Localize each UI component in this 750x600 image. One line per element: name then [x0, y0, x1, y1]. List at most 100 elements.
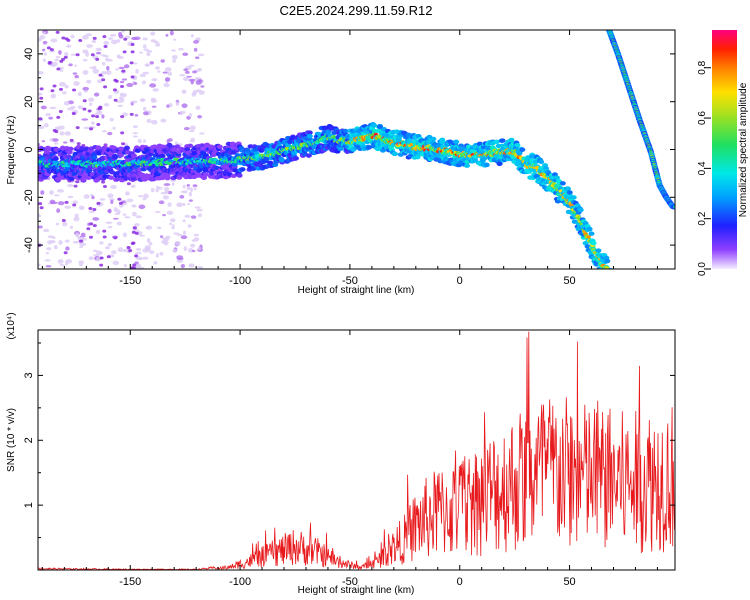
- heatmap-cell: [371, 123, 378, 128]
- heatmap-noise-blob: [137, 138, 142, 144]
- heatmap-noise-blob: [157, 70, 161, 73]
- heatmap-noise-blob: [51, 61, 58, 67]
- heatmap-noise-blob: [168, 222, 173, 226]
- heatmap-noise-blob: [106, 70, 112, 75]
- heatmap-noise-blob: [75, 180, 80, 184]
- heatmap-noise-blob: [163, 82, 170, 88]
- heatmap-noise-blob: [79, 242, 87, 247]
- y-tick-label: 0: [23, 146, 35, 152]
- x-tick-label: -150: [119, 275, 141, 287]
- heatmap-noise-blob: [134, 251, 142, 255]
- heatmap-noise-blob: [157, 226, 162, 230]
- heatmap-noise-blob: [62, 221, 68, 227]
- heatmap-noise-blob: [121, 142, 126, 146]
- heatmap-cell: [608, 275, 614, 279]
- heatmap-noise-blob: [49, 106, 57, 110]
- heatmap-noise-blob: [46, 247, 52, 251]
- heatmap-noise-blob: [182, 76, 190, 82]
- heatmap-noise-blob: [126, 198, 134, 203]
- heatmap-noise-blob: [72, 203, 77, 207]
- y-tick-label: 3: [23, 372, 35, 378]
- heatmap-noise-blob: [179, 195, 185, 199]
- heatmap-noise-blob: [172, 59, 176, 63]
- heatmap-noise-blob: [165, 33, 169, 37]
- heatmap-noise-blob: [186, 184, 191, 187]
- heatmap-noise-blob: [62, 91, 67, 95]
- heatmap-noise-blob: [82, 49, 89, 54]
- heatmap-noise-blob: [102, 235, 107, 239]
- heatmap-noise-blob: [197, 68, 203, 72]
- heatmap-noise-blob: [92, 217, 100, 221]
- heatmap-noise-blob: [116, 221, 122, 226]
- heatmap-noise-blob: [55, 30, 60, 34]
- heatmap-cell: [66, 149, 73, 155]
- heatmap-noise-blob: [123, 64, 130, 69]
- heatmap-cell: [306, 133, 313, 139]
- heatmap-noise-blob: [186, 202, 191, 206]
- heatmap-noise-blob: [180, 264, 186, 269]
- heatmap-noise-blob: [67, 107, 74, 111]
- heatmap-noise-blob: [73, 184, 78, 188]
- heatmap-noise-blob: [58, 50, 62, 55]
- heatmap-noise-blob: [39, 96, 44, 100]
- heatmap-noise-blob: [154, 210, 161, 213]
- heatmap-cell: [216, 144, 223, 149]
- heatmap-noise-blob: [43, 52, 48, 56]
- heatmap-cell: [187, 143, 194, 149]
- heatmap-noise-blob: [95, 47, 102, 52]
- heatmap-noise-blob: [173, 232, 180, 235]
- heatmap-cell: [68, 176, 75, 181]
- heatmap-cell: [112, 154, 119, 159]
- heatmap-noise-blob: [181, 89, 187, 94]
- heatmap-noise-blob: [190, 215, 197, 219]
- heatmap-noise-blob: [142, 256, 149, 260]
- heatmap-noise-blob: [101, 71, 108, 75]
- heatmap-noise-blob: [171, 224, 175, 227]
- heatmap-cell: [250, 166, 257, 171]
- heatmap-noise-blob: [125, 191, 130, 196]
- heatmap-noise-blob: [166, 210, 174, 215]
- heatmap-noise-blob: [190, 34, 194, 38]
- heatmap-noise-blob: [65, 246, 70, 251]
- heatmap-noise-blob: [64, 51, 69, 57]
- heatmap-ridge-core: [607, 272, 612, 276]
- heatmap-cell: [52, 156, 59, 162]
- heatmap-cell: [123, 145, 130, 151]
- heatmap-cell: [584, 244, 591, 249]
- heatmap-noise-blob: [122, 50, 127, 54]
- heatmap-noise-blob: [119, 80, 125, 84]
- x-tick-label: -50: [342, 576, 358, 588]
- heatmap-cell: [483, 162, 490, 168]
- colorbar-tick-label: 0.0: [697, 262, 708, 276]
- heatmap-noise-blob: [88, 207, 93, 211]
- heatmap-cell: [91, 155, 98, 160]
- heatmap-noise-blob: [103, 40, 110, 46]
- heatmap-noise-blob: [72, 240, 79, 244]
- heatmap-noise-blob: [70, 53, 77, 56]
- heatmap-noise-blob: [131, 204, 137, 208]
- heatmap-noise-blob: [96, 51, 102, 55]
- heatmap-noise-blob: [122, 232, 128, 238]
- heatmap-cell: [605, 270, 611, 274]
- heatmap-noise-blob: [159, 235, 164, 239]
- heatmap-cell: [606, 283, 612, 287]
- heatmap-noise-blob: [195, 77, 199, 82]
- heatmap-noise-blob: [73, 81, 80, 86]
- heatmap-noise-blob: [117, 247, 124, 253]
- heatmap-noise-blob: [179, 73, 186, 77]
- heatmap-noise-blob: [82, 70, 89, 75]
- heatmap-cell: [559, 181, 566, 186]
- heatmap-noise-blob: [120, 115, 125, 119]
- heatmap-noise-blob: [130, 50, 135, 54]
- heatmap-cell: [305, 153, 312, 158]
- heatmap-noise-blob: [121, 78, 128, 81]
- heatmap-noise-blob: [167, 71, 173, 76]
- heatmap-cell: [595, 248, 602, 253]
- heatmap-noise-blob: [188, 64, 195, 67]
- spectrogram-panel: -150 -100 -50 0 50 -40 -20 0 20 40 Height of str…: [6, 29, 676, 296]
- heatmap-noise-blob: [161, 239, 166, 244]
- heatmap-noise-blob: [99, 198, 106, 201]
- heatmap-noise-blob: [70, 34, 75, 39]
- heatmap-noise-blob: [69, 138, 74, 142]
- heatmap-noise-blob: [197, 265, 204, 269]
